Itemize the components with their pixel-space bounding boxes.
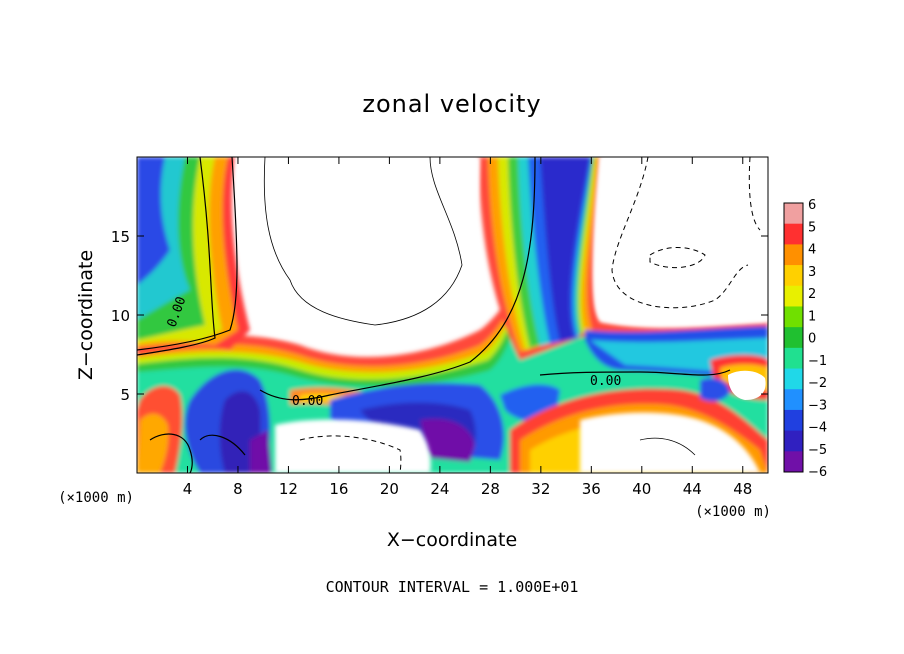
colorbar-tick-label: 4	[808, 243, 816, 258]
colorbar-swatch	[784, 368, 803, 390]
colorbar-swatch	[784, 285, 803, 307]
x-unit-right: (×1000 m)	[695, 504, 771, 520]
colorbar-swatch	[784, 347, 803, 370]
x-tick-label: 44	[683, 480, 702, 498]
colorbar-swatch	[784, 451, 803, 473]
colorbar-tick-label: 5	[808, 220, 816, 235]
colorbar-tick-label: 2	[808, 287, 816, 302]
dashed-contours	[299, 157, 761, 473]
x-unit-left: (×1000 m)	[58, 490, 134, 506]
colorbar-swatch	[784, 430, 803, 452]
thin-contours	[263, 157, 696, 456]
x-tick-label: 8	[233, 480, 243, 498]
x-axis-label: X−coordinate	[387, 529, 517, 551]
colorbar-tick-label: −4	[808, 421, 827, 436]
x-tick-label: 28	[481, 480, 500, 498]
colorbar-tick-label: −3	[808, 398, 827, 413]
y-tick-label: 10	[111, 307, 130, 325]
colorbar-swatch	[784, 203, 803, 225]
contour-interval-footer: CONTOUR INTERVAL = 1.000E+01	[326, 578, 579, 596]
x-tick-label: 12	[279, 480, 298, 498]
y-tick-label: 15	[111, 228, 130, 246]
colorbar-tick-label: −5	[808, 443, 827, 458]
y-axis-label: Z−coordinate	[75, 250, 97, 380]
chart-title: zonal velocity	[362, 90, 541, 118]
colorbar-tick-label: 1	[808, 309, 816, 324]
colorbar-tick-label: −6	[808, 465, 827, 480]
colorbar-tick-label: −2	[808, 376, 827, 391]
contour-label-mid: 0.00	[292, 394, 323, 409]
colorbar-swatch	[784, 306, 803, 328]
x-tick-label: 4	[183, 480, 193, 498]
x-tick-label: 16	[329, 480, 348, 498]
y-tick-label: 5	[120, 386, 130, 404]
contour-label-right: 0.00	[590, 374, 621, 389]
colorbar-swatch	[784, 244, 803, 266]
colorbar-swatch	[784, 327, 803, 349]
colorbar-tick-label: 6	[808, 198, 816, 213]
x-tick-label: 24	[430, 480, 449, 498]
colorbar-tick-label: −1	[808, 354, 827, 369]
x-axis: 4 8 12 16 20 24 28 32 36 40 44 48	[183, 157, 752, 498]
colorbar-swatch	[784, 223, 803, 245]
colorbar-swatch	[784, 389, 803, 411]
colorbar-frame	[783, 202, 804, 473]
colorbar: 6 5 4 3 2 1 0 −1 −2 −3 −4 −5 −6	[783, 198, 827, 480]
colorbar-swatch	[784, 409, 803, 432]
colorbar-tick-label: 0	[808, 332, 816, 347]
y-axis: 5 10 15	[111, 228, 768, 404]
colorbar-tick-label: 3	[808, 265, 816, 280]
colorbar-swatch	[784, 265, 803, 287]
x-tick-label: 36	[582, 480, 601, 498]
x-tick-label: 20	[380, 480, 399, 498]
x-tick-label: 32	[531, 480, 550, 498]
x-tick-label: 48	[733, 480, 752, 498]
x-tick-label: 40	[632, 480, 651, 498]
contour-lines	[137, 157, 731, 473]
plot-area: 0.00 0.00 0.00	[137, 157, 768, 473]
